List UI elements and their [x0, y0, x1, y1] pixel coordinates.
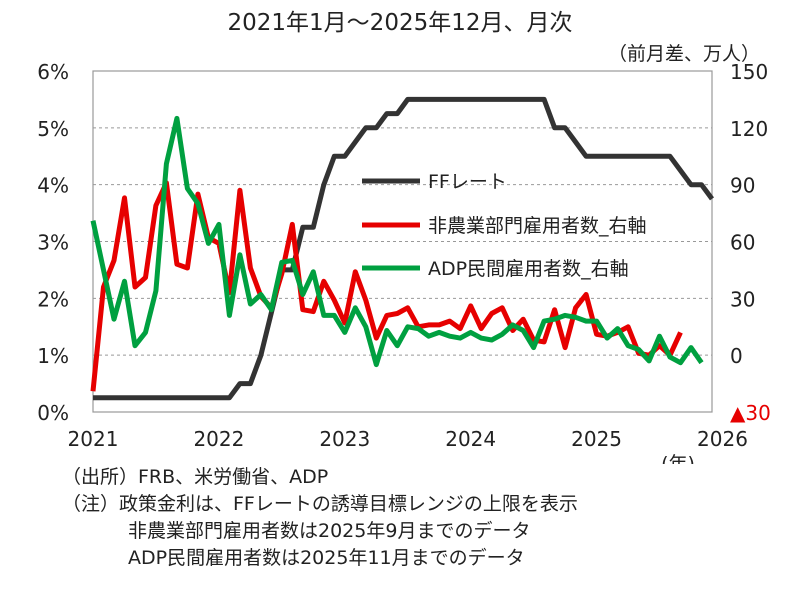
note-adp: ADP民間雇用者数は2025年11月までのデータ	[128, 547, 525, 569]
right-tick-label: 60	[730, 231, 755, 255]
footnotes: （出所）FRB、米労働省、ADP （注）政策金利は、FFレートの誘導目標レンジの…	[0, 464, 800, 572]
left-tick-label: 3%	[37, 231, 69, 255]
chart: 2021年1月～2025年12月、月次 （前月差、万人） 0% ▲30 1% 0 2% 3…	[37, 10, 771, 464]
right-axis-unit: （前月差、万人）	[608, 43, 760, 65]
left-tick-label: 0%	[37, 401, 69, 425]
x-axis-unit: (年)	[661, 453, 695, 464]
left-tick-label: 6%	[37, 60, 69, 84]
legend-label: 非農業部門雇用者数_右軸	[428, 215, 647, 237]
x-tick-label: 2021	[68, 427, 119, 451]
x-tick-label: 2026	[697, 427, 748, 451]
x-tick-label: 2022	[193, 427, 244, 451]
right-tick-label: 0	[730, 344, 743, 368]
left-tick-label: 1%	[37, 344, 69, 368]
legend-label: FFレート	[428, 171, 507, 193]
note-source: （出所）FRB、米労働省、ADP	[62, 466, 329, 488]
left-tick-label: 5%	[37, 117, 69, 141]
left-tick-label: 4%	[37, 174, 69, 198]
note-nfp: 非農業部門雇用者数は2025年9月までのデータ	[128, 520, 531, 542]
x-tick-label: 2025	[571, 427, 622, 451]
x-tick-label: 2024	[445, 427, 496, 451]
series-line-0	[93, 96, 715, 401]
right-tick-label: 150	[730, 60, 768, 84]
right-tick-label: 120	[730, 117, 768, 141]
note-policy-rate: （注）政策金利は、FFレートの誘導目標レンジの上限を表示	[62, 493, 578, 515]
series-line-1	[90, 180, 683, 392]
chart-title: 2021年1月～2025年12月、月次	[228, 10, 573, 36]
left-tick-label: 2%	[37, 287, 69, 311]
x-tick-label: 2023	[319, 427, 370, 451]
right-tick-label: ▲30	[730, 401, 771, 425]
right-tick-label: 90	[730, 174, 755, 198]
plot-frame	[92, 70, 713, 413]
legend-label: ADP民間雇用者数_右軸	[428, 258, 629, 280]
right-tick-label: 30	[730, 287, 755, 311]
series-line-2	[90, 115, 704, 368]
